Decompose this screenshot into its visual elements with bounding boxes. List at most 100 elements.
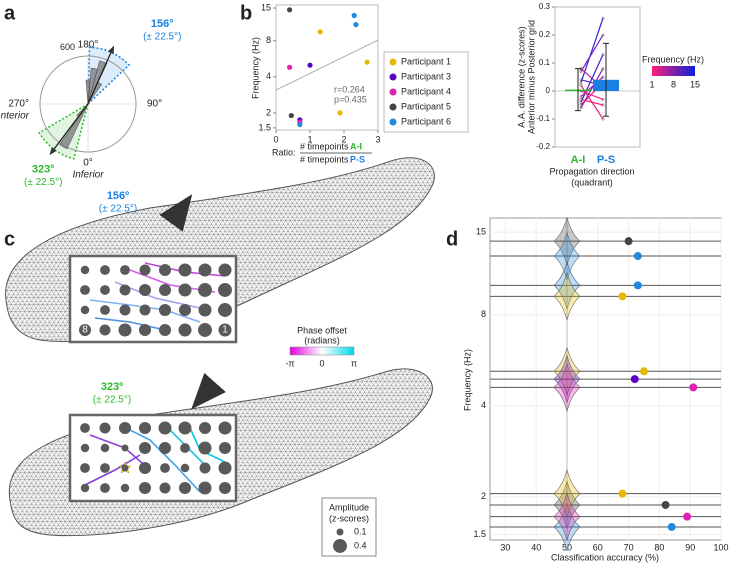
pair-line — [580, 98, 604, 106]
colorbar-title: Frequency (Hz) — [642, 54, 704, 64]
legend-label: Participant 6 — [401, 116, 451, 126]
error-bar — [575, 68, 581, 112]
electrode — [158, 421, 172, 435]
electrode — [158, 303, 172, 317]
legend-circle — [333, 539, 347, 553]
electrode — [100, 305, 110, 315]
amplitude-legend-box — [321, 497, 377, 557]
point — [287, 64, 293, 70]
pair-point — [601, 67, 605, 71]
electrode — [218, 461, 232, 475]
electrode — [178, 263, 192, 277]
pair-point — [579, 81, 583, 85]
electrode — [158, 283, 172, 297]
pair-point — [579, 78, 583, 82]
legend-swatch — [389, 88, 397, 96]
electrode — [218, 263, 232, 277]
accuracy-dot — [633, 252, 642, 261]
y-tick-label: 2 — [481, 491, 486, 501]
x-tick-label: 2 — [341, 134, 346, 144]
electrode — [158, 441, 172, 455]
x-axis-label: A-I — [350, 141, 362, 151]
x-tick-label: 70 — [624, 542, 634, 552]
y-axis-label: Anterior minus Posterior grid — [526, 20, 536, 134]
y-tick-label: 4 — [266, 71, 271, 81]
x-axis-label: Ratio: — [272, 147, 296, 157]
pair-point — [579, 83, 583, 87]
y-tick-label: 1.5 — [473, 529, 486, 539]
legend-unit: (z-scores) — [329, 513, 369, 523]
y-tick-label: -0.2 — [536, 142, 550, 151]
x-tick-label: 40 — [531, 542, 541, 552]
colorbar-tick: 15 — [690, 79, 700, 89]
y-tick-label: 0 — [546, 86, 551, 95]
legend-swatch — [389, 73, 397, 81]
x-tick-label: 3 — [375, 134, 380, 144]
violin — [553, 272, 581, 321]
direction-label: 323º — [101, 381, 123, 393]
electrode — [138, 283, 152, 297]
panel-label: c — [4, 228, 15, 250]
plot-frame — [275, 4, 379, 131]
direction-name: Inferior — [72, 170, 104, 181]
point — [297, 121, 303, 128]
x-axis-label: Classification accuracy (%) — [551, 552, 659, 562]
x-axis-label: Propagation direction — [549, 166, 634, 176]
electrode — [178, 481, 192, 495]
colorbar-tick: -π — [285, 358, 294, 368]
point — [307, 62, 313, 68]
polar-tick-label: 270° — [8, 99, 29, 110]
x-tick-label: 80 — [654, 542, 664, 552]
legend-swatch — [389, 118, 397, 126]
y-tick-label: 4 — [481, 400, 486, 410]
electrode — [158, 263, 172, 277]
y-tick-label: 0.1 — [539, 58, 551, 67]
electrode — [121, 444, 129, 452]
legend-label: Participant 3 — [401, 71, 451, 81]
pair-point — [601, 75, 605, 79]
electrode — [198, 283, 212, 297]
panel-label: b — [240, 2, 252, 24]
x-tick-label: 30 — [500, 542, 510, 552]
x-tick-label: 0 — [273, 134, 278, 144]
pair-line — [580, 18, 604, 83]
electrode — [218, 441, 232, 455]
accuracy-dot — [630, 375, 639, 384]
accuracy-dot — [624, 237, 633, 246]
x-tick-label: A-I — [571, 154, 586, 166]
electrode — [100, 483, 110, 493]
colorbar-tick: 0 — [319, 358, 324, 368]
colorbar-title: Phase offset — [297, 325, 347, 335]
error-bar — [603, 42, 609, 117]
electrode — [80, 423, 90, 433]
electrode — [218, 421, 232, 435]
electrode — [80, 443, 90, 453]
y-tick-label: 8 — [481, 309, 486, 319]
x-tick-label: 100 — [713, 542, 728, 552]
direction-arrow — [87, 45, 115, 105]
y-tick-label: 0.3 — [539, 2, 551, 11]
legend-label: Participant 1 — [401, 56, 451, 66]
violin — [553, 261, 581, 310]
electrode — [119, 304, 131, 316]
electrode — [198, 421, 212, 435]
y-tick-label: 8 — [266, 35, 271, 45]
violin — [553, 347, 581, 396]
pair-point — [601, 33, 605, 37]
stat-annotation: r=0.264 — [334, 84, 365, 94]
electrode — [100, 285, 110, 295]
pair-line — [580, 34, 604, 72]
legend-title: Amplitude — [329, 502, 369, 512]
y-tick-label: 0.2 — [539, 30, 551, 39]
pair-point — [601, 103, 605, 107]
direction-note: (± 22.5°) — [93, 395, 131, 406]
electrode — [180, 443, 190, 453]
electrode — [80, 483, 90, 493]
electrode — [99, 422, 111, 434]
electrode-label: 1 — [222, 325, 228, 336]
electrode — [100, 443, 110, 453]
electrode — [138, 421, 152, 435]
legend-label: Participant 5 — [401, 101, 451, 111]
violin — [553, 231, 581, 281]
electrode — [99, 324, 111, 336]
